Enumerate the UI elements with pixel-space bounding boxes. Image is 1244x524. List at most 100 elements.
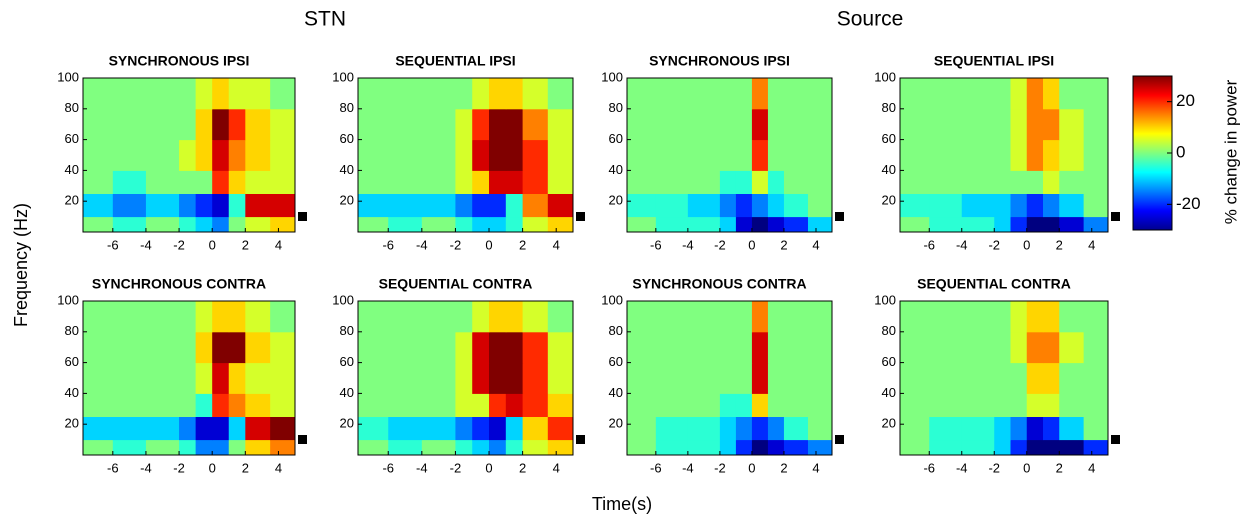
heatmap-cell [472, 301, 490, 333]
heatmap-cell [547, 301, 574, 333]
heatmap-cell [195, 139, 213, 171]
panel-title: SYNCHRONOUS CONTRA [632, 276, 806, 292]
heatmap-cell [112, 301, 147, 333]
heatmap-cell [735, 216, 753, 233]
heatmap-cell [751, 331, 769, 364]
heatmap-cell [228, 331, 246, 364]
x-tick-label: 2 [242, 237, 249, 252]
marker [1111, 435, 1120, 444]
heatmap-cell [655, 216, 689, 233]
heatmap-cell [719, 362, 737, 394]
colorbar-tick-label: -20 [1176, 194, 1201, 213]
heatmap-cell [735, 139, 753, 171]
heatmap-cell [421, 362, 456, 394]
heatmap-cell [961, 416, 995, 441]
y-tick-label: 20 [65, 193, 79, 208]
heatmap-cell [1043, 108, 1060, 141]
heatmap-cell [505, 170, 524, 194]
heatmap-cell [522, 216, 549, 233]
heatmap-cell [489, 193, 507, 218]
y-tick-label: 60 [340, 131, 354, 146]
y-tick-label: 60 [340, 354, 354, 369]
heatmap-cell [929, 301, 963, 333]
y-tick-label: 40 [340, 162, 354, 177]
heatmap-cell [735, 362, 753, 394]
heatmap-cell [195, 362, 213, 394]
heatmap-cell [655, 393, 689, 417]
x-tick-label: -2 [714, 460, 726, 475]
y-tick-label: 80 [609, 100, 623, 115]
heatmap-cell [145, 393, 180, 417]
x-tick-label: -4 [416, 460, 428, 475]
plot-frame [357, 77, 574, 233]
plot-frame [82, 77, 296, 233]
heatmap-cell [719, 216, 737, 233]
heatmap-cell [1010, 362, 1028, 394]
heatmap-cell [807, 216, 833, 233]
heatmap-cell [547, 393, 574, 417]
heatmap-cell [1010, 301, 1028, 333]
heatmap-cell [961, 439, 995, 456]
x-tick-label: 2 [519, 237, 526, 252]
heatmap-cell [388, 78, 423, 110]
heatmap-cell [900, 301, 930, 333]
x-tick-label: -6 [923, 237, 935, 252]
heatmap-cell [83, 216, 114, 233]
heatmap-cell [900, 193, 930, 218]
heatmap-cell [112, 139, 147, 171]
heatmap-cell [270, 439, 296, 456]
heatmap-cell [767, 331, 785, 364]
x-tick-label: 2 [1056, 237, 1063, 252]
heatmap-cell [719, 139, 737, 171]
heatmap-cell [1043, 393, 1060, 417]
heatmap-cell [783, 108, 809, 141]
heatmap-cell [212, 362, 230, 394]
heatmap-cell [1083, 193, 1109, 218]
heatmap-cell [179, 362, 197, 394]
heatmap-cell [505, 139, 524, 171]
heatmap-cell [388, 301, 423, 333]
heatmap-cell [83, 393, 114, 417]
y-tick-label: 60 [882, 354, 896, 369]
heatmap-cell [655, 362, 689, 394]
heatmap-cell [900, 439, 930, 456]
heatmap-cell [270, 416, 296, 441]
heatmap-cell [687, 416, 721, 441]
heatmap-cell [783, 193, 809, 218]
heatmap-cell [245, 362, 271, 394]
heatmap-cell [783, 301, 809, 333]
heatmap-cell [83, 170, 114, 194]
x-tick-label: -4 [682, 237, 694, 252]
heatmap-cell [1010, 193, 1028, 218]
x-tick-label: 0 [748, 460, 755, 475]
heatmap-cell [961, 170, 995, 194]
heatmap-cell [421, 331, 456, 364]
heatmap-cell [807, 439, 833, 456]
heatmap-cell [807, 331, 833, 364]
heatmap-cell [358, 78, 389, 110]
x-tick-label: 0 [1023, 460, 1030, 475]
heatmap-cell [145, 108, 180, 141]
heatmap-cell [212, 108, 230, 141]
heatmap-cell [900, 416, 930, 441]
heatmap-cell [1026, 216, 1044, 233]
heatmap-cell [489, 439, 507, 456]
heatmap-cell [767, 78, 785, 110]
heatmap-cell [505, 393, 524, 417]
heatmap-cell [145, 139, 180, 171]
heatmap-cell [783, 362, 809, 394]
heatmap-cell [994, 301, 1011, 333]
y-tick-label: 60 [882, 131, 896, 146]
heatmap-cell [145, 170, 180, 194]
heatmap-cell [719, 393, 737, 417]
y-tick-label: 100 [601, 292, 623, 307]
heatmap-cell [83, 439, 114, 456]
y-tick-label: 100 [332, 69, 354, 84]
heatmap-cell [1026, 108, 1044, 141]
heatmap-cell [547, 216, 574, 233]
heatmap-cell [245, 170, 271, 194]
heatmap-cell [1059, 331, 1085, 364]
heatmap-cell [767, 393, 785, 417]
heatmap-cell [522, 393, 549, 417]
heatmap-cell [212, 331, 230, 364]
